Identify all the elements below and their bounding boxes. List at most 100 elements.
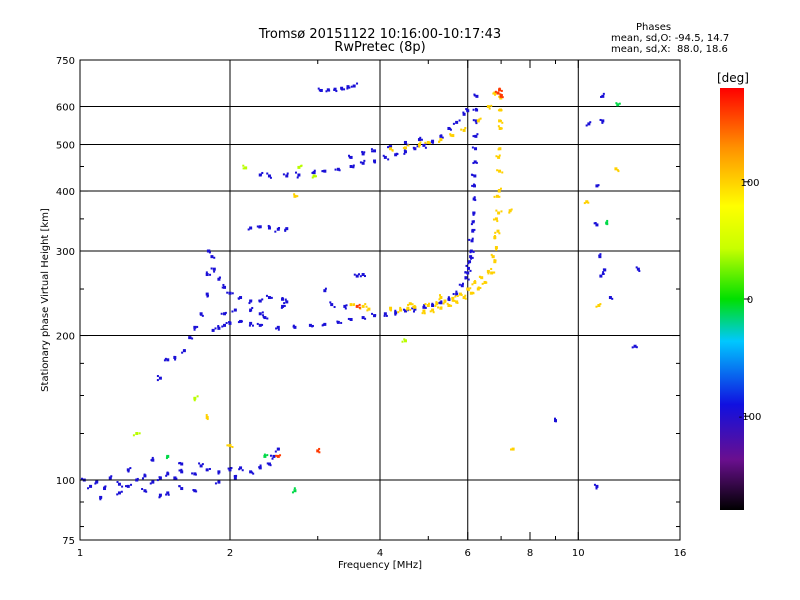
data-point [403,149,406,152]
data-point [554,420,557,423]
data-point [403,338,406,341]
data-point [407,303,410,306]
data-point [462,128,466,132]
data-point [469,251,472,254]
data-point [474,107,477,110]
data-point [408,302,412,306]
data-point [206,418,209,421]
data-point [221,325,224,328]
data-point [126,468,130,472]
data-point [473,160,477,164]
data-point [89,485,92,488]
data-point [300,164,303,167]
data-point [296,176,299,179]
data-point [241,469,244,472]
data-point [196,325,199,328]
data-point [136,477,139,480]
data-point [129,467,132,470]
data-point [389,306,393,310]
data-point [498,232,501,235]
data-point [364,303,367,306]
data-point [430,141,433,144]
x-tick-label: 1 [77,548,83,559]
data-point [293,193,296,196]
data-point [475,108,479,112]
data-point [227,467,230,470]
data-point [402,146,405,149]
data-point [462,113,465,116]
data-point [595,487,598,490]
data-point [403,339,407,343]
data-point [293,325,297,329]
data-point [618,102,621,105]
data-point [213,270,216,273]
data-point [365,305,368,308]
data-point [460,284,464,288]
data-point [361,161,365,165]
data-point [467,262,470,265]
data-point [100,496,103,499]
data-point [158,493,162,497]
data-point [500,210,503,213]
data-point [411,303,414,306]
data-point [638,270,641,273]
data-point [292,324,295,327]
data-point [501,121,504,124]
legend-line-x: mean, sd,X: 88.0, 18.6 [611,44,728,55]
data-point [431,303,434,306]
data-point [508,209,512,213]
data-point [478,118,481,121]
data-point [258,226,261,229]
data-point [278,226,281,229]
data-point [417,143,421,147]
data-point [180,487,184,491]
data-point [473,211,476,214]
data-point [345,304,348,307]
data-point [228,468,232,472]
data-point [312,174,316,178]
data-point [471,229,475,233]
data-point [201,314,204,317]
data-point [494,259,497,262]
data-point [493,91,497,95]
data-point [385,314,388,317]
data-point [490,267,493,270]
data-point [439,134,443,138]
data-point [412,310,415,313]
data-point [498,108,502,112]
data-point [228,321,231,324]
data-point [293,194,297,198]
data-point [165,474,168,477]
data-point [486,105,490,109]
data-point [472,213,475,216]
data-point [132,434,135,437]
colorbar-label: [deg] [717,71,749,85]
data-point [594,222,597,225]
data-point [353,273,356,276]
data-point [429,310,432,313]
data-point [266,172,269,175]
data-point [443,299,447,303]
data-point [636,267,640,271]
data-point [321,170,324,173]
data-point [221,286,224,289]
data-point [212,267,216,271]
data-point [272,454,276,458]
data-point [494,217,498,221]
data-point [403,150,407,154]
data-point [382,154,385,157]
data-point [352,166,355,169]
data-point [471,228,474,231]
data-point [465,264,468,267]
data-point [363,151,366,154]
data-point [472,162,475,165]
data-point [256,225,259,228]
data-point [293,489,297,493]
data-point [152,480,155,483]
data-point [440,134,443,137]
data-point [229,321,232,324]
data-point [466,271,470,275]
data-point [209,273,212,276]
data-point [441,136,444,139]
data-point [510,448,513,451]
